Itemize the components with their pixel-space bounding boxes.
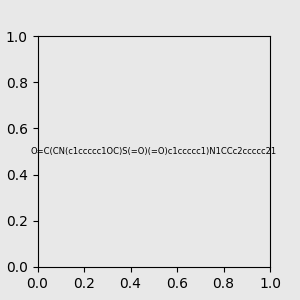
Text: O=C(CN(c1ccccc1OC)S(=O)(=O)c1ccccc1)N1CCc2ccccc21: O=C(CN(c1ccccc1OC)S(=O)(=O)c1ccccc1)N1CC… — [31, 147, 277, 156]
